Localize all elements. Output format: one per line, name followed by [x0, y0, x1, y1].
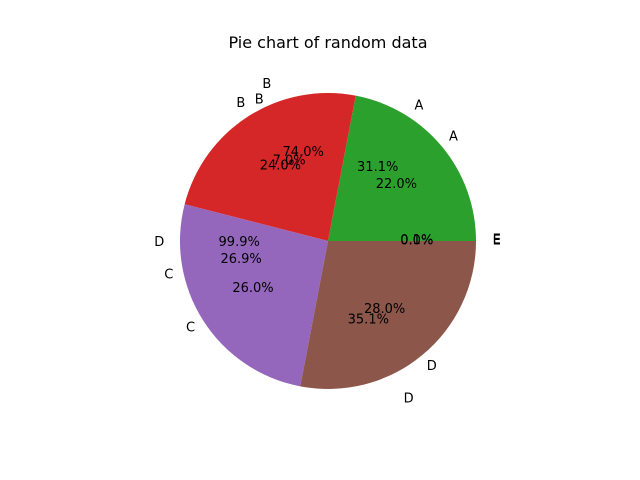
pie-slice-c [179, 204, 328, 387]
pie-slice-b [184, 92, 356, 241]
slice-label-l0-a: A [449, 130, 458, 145]
slice-label-l2-d: D [154, 235, 164, 250]
pct-label-l1-a: 31.1% [357, 160, 398, 175]
pie-slice-a [328, 95, 476, 242]
slice-label-l1-e: E [493, 232, 501, 247]
pie-slices [179, 92, 476, 390]
pct-label-l1-d: 35.1% [348, 313, 389, 328]
pct-label-l0-a: 22.0% [376, 177, 417, 192]
pct-label-l1-e: 0.1% [400, 233, 433, 248]
pct-label-l1-c: 26.9% [220, 252, 261, 267]
slice-label-l0-e: E [493, 234, 501, 249]
slice-label-l1-c: C [164, 267, 173, 282]
pct-label-l0-b: 24.0% [260, 159, 301, 174]
pct-label-l0-d: 28.0% [364, 302, 405, 317]
pie-slice-d [300, 241, 476, 390]
pie-labels: A 22.0% B 24.0% C 26.0% D 28.0% E 0.0% A 31.1% B 7.0%… [154, 77, 501, 407]
slice-label-l1-b: B [255, 93, 264, 108]
chart-title: Pie chart of random data [228, 33, 427, 52]
pct-label-l0-c: 26.0% [232, 281, 273, 296]
pct-label-l2-b: 74.0% [283, 145, 324, 160]
slice-label-l1-d: D [404, 392, 414, 407]
pct-label-l1-b: 7.0% [273, 154, 306, 169]
slice-label-l0-b: B [236, 96, 245, 111]
slice-label-l2-b: B [262, 77, 271, 92]
slice-label-l1-a: A [415, 99, 424, 114]
pct-label-l0-e: 0.0% [400, 234, 433, 249]
slice-label-l0-d: D [427, 359, 437, 374]
slice-label-l0-c: C [186, 321, 195, 336]
pct-label-l2-d: 99.9% [219, 235, 260, 250]
